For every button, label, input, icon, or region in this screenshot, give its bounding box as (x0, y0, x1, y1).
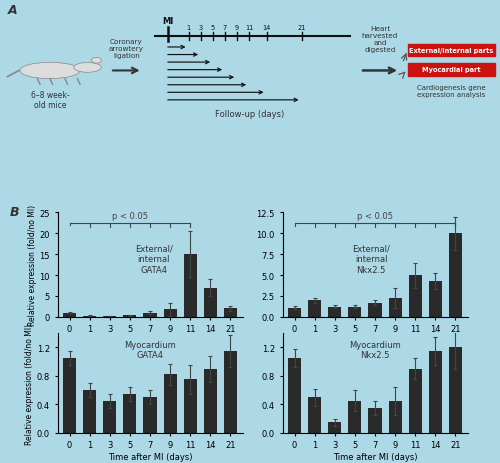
Bar (224, 351, 237, 433)
Bar (204, 288, 217, 317)
Bar (348, 307, 362, 317)
Bar (124, 315, 136, 317)
Bar (63, 313, 76, 317)
Text: External/internal parts: External/internal parts (409, 48, 494, 54)
Bar (449, 234, 462, 317)
Text: p < 0.05: p < 0.05 (112, 211, 148, 220)
Bar (348, 401, 362, 433)
Text: Heart
harvested
and
digested: Heart harvested and digested (362, 26, 398, 53)
Bar (408, 275, 422, 317)
Text: Myocardial part: Myocardial part (422, 67, 480, 73)
Text: Myocardium
Nkx2.5: Myocardium Nkx2.5 (349, 340, 401, 360)
Bar (63, 358, 76, 433)
Bar (328, 422, 342, 433)
Text: A: A (8, 4, 17, 17)
Bar (184, 380, 197, 433)
Bar (83, 316, 96, 317)
Bar (308, 397, 321, 433)
Text: External/
internal
Nkx2.5: External/ internal Nkx2.5 (352, 244, 390, 274)
Bar (124, 394, 136, 433)
Bar (408, 64, 495, 76)
X-axis label: Time after MI (days): Time after MI (days) (333, 452, 417, 461)
Bar (388, 401, 402, 433)
Text: 14: 14 (262, 25, 270, 31)
Text: 5: 5 (211, 25, 215, 31)
Text: 3: 3 (199, 25, 203, 31)
Bar (103, 316, 117, 317)
X-axis label: Time after MI (days): Time after MI (days) (108, 452, 192, 461)
Text: Follow-up (days): Follow-up (days) (216, 110, 284, 119)
Ellipse shape (20, 63, 80, 80)
Text: 7: 7 (223, 25, 227, 31)
Bar (368, 303, 382, 317)
Text: MI: MI (162, 17, 173, 25)
Bar (83, 390, 96, 433)
Bar (204, 369, 217, 433)
Bar (144, 397, 156, 433)
Bar (224, 309, 237, 317)
Bar (328, 307, 342, 317)
Text: Coronary
arrowtery
ligation: Coronary arrowtery ligation (109, 39, 144, 59)
Bar (408, 45, 495, 57)
Text: p < 0.05: p < 0.05 (357, 212, 393, 220)
Bar (144, 313, 156, 317)
Text: 21: 21 (298, 25, 306, 31)
Y-axis label: Relative expression (fold/no MI): Relative expression (fold/no MI) (25, 323, 34, 444)
Bar (308, 300, 321, 317)
Bar (184, 255, 197, 317)
Ellipse shape (74, 63, 101, 73)
Bar (388, 299, 402, 317)
Y-axis label: Relative expression (fold/no MI): Relative expression (fold/no MI) (28, 205, 36, 325)
Text: Myocardium
GATA4: Myocardium GATA4 (124, 340, 176, 360)
Bar (368, 408, 382, 433)
Bar (288, 358, 301, 433)
Text: 9: 9 (235, 25, 239, 31)
Bar (164, 310, 176, 317)
Bar (408, 369, 422, 433)
Bar (288, 308, 301, 317)
Text: B: B (10, 206, 20, 219)
Text: External/
internal
GATA4: External/ internal GATA4 (135, 244, 172, 274)
Ellipse shape (92, 58, 102, 64)
Bar (429, 351, 442, 433)
Text: Cardiogenesis gene
expression analysis: Cardiogenesis gene expression analysis (417, 85, 486, 98)
Bar (103, 401, 117, 433)
Bar (449, 348, 462, 433)
Text: 1: 1 (186, 25, 190, 31)
Text: 6–8 week-
old mice: 6–8 week- old mice (30, 91, 70, 110)
Bar (164, 375, 176, 433)
Bar (429, 282, 442, 317)
Text: 11: 11 (245, 25, 253, 31)
